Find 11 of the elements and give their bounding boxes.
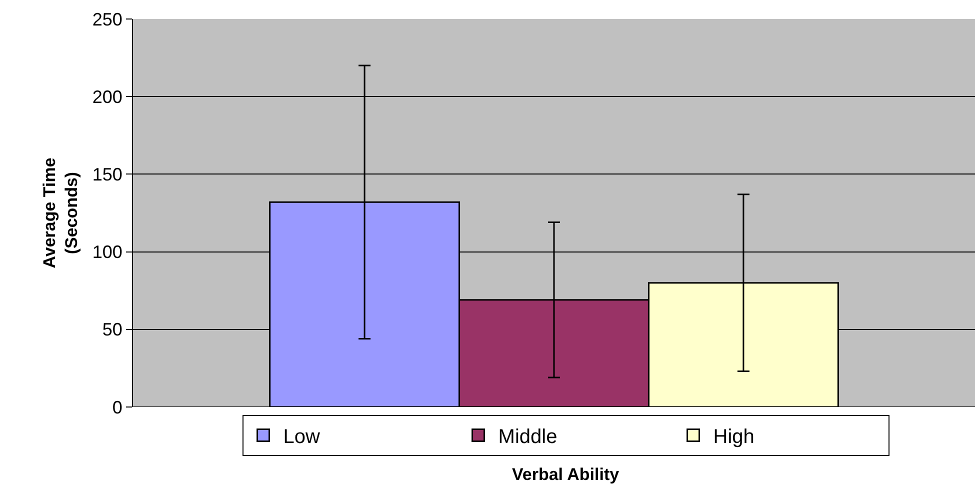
y-tick-label: 200	[92, 86, 122, 107]
x-axis-title: Verbal Ability	[512, 465, 620, 484]
y-axis-title: Average Time (Seconds)	[40, 158, 81, 268]
y-tick-label: 250	[92, 9, 122, 30]
y-tick-label: 100	[92, 242, 122, 262]
y-tick-label: 50	[102, 320, 122, 340]
y-tick-label: 0	[112, 397, 122, 418]
y-tick-label: 150	[92, 164, 122, 184]
legend-label: High	[713, 426, 754, 448]
legend-label: Low	[283, 426, 321, 448]
legend-label: Middle	[498, 426, 558, 448]
